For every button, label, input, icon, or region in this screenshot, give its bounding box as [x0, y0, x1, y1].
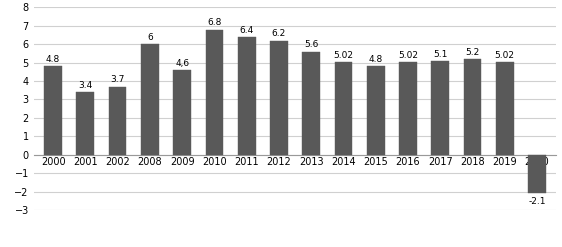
Bar: [367, 66, 384, 155]
Bar: [141, 44, 158, 155]
Bar: [432, 61, 449, 155]
Bar: [76, 92, 94, 155]
Bar: [173, 70, 191, 155]
Text: 4.8: 4.8: [46, 55, 60, 64]
Bar: [464, 59, 482, 155]
Text: 4.8: 4.8: [369, 55, 383, 64]
Text: -2.1: -2.1: [528, 197, 546, 206]
Text: 5.2: 5.2: [465, 48, 479, 57]
Text: 5.1: 5.1: [433, 50, 447, 59]
Text: 3.4: 3.4: [78, 81, 93, 90]
Text: 6.2: 6.2: [272, 29, 286, 38]
Text: 3.7: 3.7: [110, 75, 125, 84]
Bar: [302, 52, 320, 155]
Bar: [399, 62, 417, 155]
Text: 6.8: 6.8: [207, 18, 221, 27]
Text: 6.4: 6.4: [239, 26, 254, 35]
Text: 5.02: 5.02: [333, 51, 353, 60]
Bar: [108, 87, 126, 155]
Bar: [270, 41, 288, 155]
Text: 5.02: 5.02: [398, 51, 418, 60]
Bar: [496, 62, 514, 155]
Bar: [206, 29, 223, 155]
Text: 4,6: 4,6: [175, 59, 189, 68]
Bar: [528, 155, 546, 193]
Bar: [44, 66, 62, 155]
Text: 5.6: 5.6: [304, 41, 318, 49]
Bar: [238, 37, 256, 155]
Text: 6: 6: [147, 33, 153, 42]
Text: 5.02: 5.02: [495, 51, 515, 60]
Bar: [334, 62, 352, 155]
